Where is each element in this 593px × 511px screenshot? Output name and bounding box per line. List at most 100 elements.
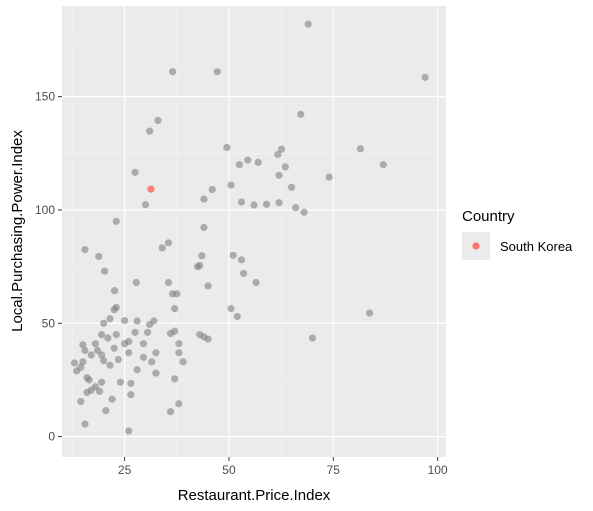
y-axis-title: Local.Purchasing.Power.Index: [9, 130, 26, 332]
data-point: [421, 73, 429, 81]
legend-title: Country: [462, 208, 515, 225]
data-point: [196, 261, 204, 270]
data-point: [77, 363, 85, 372]
data-point: [308, 334, 317, 342]
data-point: [175, 349, 183, 357]
data-point: [131, 328, 139, 336]
data-point: [171, 327, 179, 335]
data-point: [106, 315, 114, 323]
data-points: [70, 20, 429, 435]
data-point: [262, 200, 271, 208]
data-point: [91, 340, 99, 348]
data-point: [146, 127, 154, 135]
data-point: [100, 267, 109, 275]
x-axis-title: Restaurant.Price.Index: [178, 487, 331, 504]
legend-label-south-korea: South Korea: [500, 239, 573, 254]
y-tick-label: 0: [48, 430, 55, 444]
data-point: [239, 269, 248, 278]
data-point: [104, 334, 112, 342]
data-point: [100, 319, 108, 327]
x-tick-label: 25: [118, 463, 132, 477]
data-point: [93, 346, 102, 355]
legend-key-south-korea: [472, 242, 480, 250]
data-point: [127, 379, 135, 387]
x-tick-label: 50: [222, 463, 236, 477]
y-axis: 0 50 100 150: [35, 90, 62, 444]
data-point: [150, 317, 158, 325]
data-point: [102, 406, 110, 415]
data-point: [132, 278, 140, 287]
data-point: [110, 306, 118, 314]
data-point: [275, 171, 283, 179]
data-point: [121, 316, 129, 325]
x-tick-label: 75: [327, 463, 341, 477]
data-point: [164, 239, 173, 247]
data-point: [70, 359, 79, 367]
data-point: [213, 68, 221, 76]
data-point: [81, 346, 89, 355]
data-point: [277, 145, 286, 153]
legend: Country South Korea: [462, 208, 573, 260]
data-point: [297, 110, 305, 118]
data-point: [281, 163, 289, 171]
data-point: [152, 349, 160, 357]
data-point: [81, 246, 89, 254]
data-point: [169, 68, 177, 76]
data-point: [237, 198, 246, 206]
data-point: [77, 397, 85, 406]
data-point: [110, 287, 119, 295]
data-point: [141, 201, 150, 209]
data-point: [110, 344, 118, 352]
data-point: [131, 168, 139, 176]
data-point: [98, 378, 106, 386]
data-point: [87, 351, 95, 359]
data-point: [79, 341, 87, 349]
data-point: [198, 252, 206, 260]
data-point: [227, 304, 235, 313]
data-point: [250, 201, 258, 209]
data-point: [287, 183, 296, 191]
data-point: [379, 161, 387, 169]
data-point: [223, 143, 231, 152]
data-point: [366, 309, 374, 317]
data-point: [98, 351, 106, 359]
data-point: [114, 355, 122, 364]
data-point: [200, 195, 208, 203]
data-point: [95, 387, 104, 395]
data-point: [139, 340, 147, 348]
data-point: [304, 20, 312, 28]
data-point: [300, 208, 308, 216]
data-point: [143, 328, 152, 336]
data-point: [252, 278, 260, 287]
data-point: [127, 391, 135, 399]
data-point: [244, 156, 252, 164]
data-point: [152, 369, 160, 377]
plot-panel: [62, 6, 446, 457]
data-point: [85, 376, 93, 384]
data-point: [204, 335, 212, 343]
data-point: [175, 340, 183, 348]
minor-grid: [62, 6, 446, 457]
y-tick-label: 150: [35, 90, 55, 104]
data-point: [139, 353, 147, 361]
data-point: [275, 199, 283, 207]
data-point: [254, 158, 262, 166]
x-tick-label: 100: [428, 463, 448, 477]
data-point: [133, 366, 141, 374]
data-point: [208, 185, 216, 194]
data-point: [108, 395, 116, 403]
data-point: [235, 161, 243, 169]
data-point: [158, 244, 166, 252]
data-point: [173, 290, 181, 298]
data-point: [200, 223, 208, 232]
data-point: [125, 337, 133, 346]
data-point: [154, 116, 162, 125]
data-point: [112, 217, 120, 225]
data-point: [227, 181, 235, 189]
data-point: [274, 150, 282, 159]
data-point: [237, 256, 246, 264]
data-point: [100, 357, 108, 365]
y-tick-label: 100: [35, 203, 55, 217]
data-point: [356, 145, 365, 153]
